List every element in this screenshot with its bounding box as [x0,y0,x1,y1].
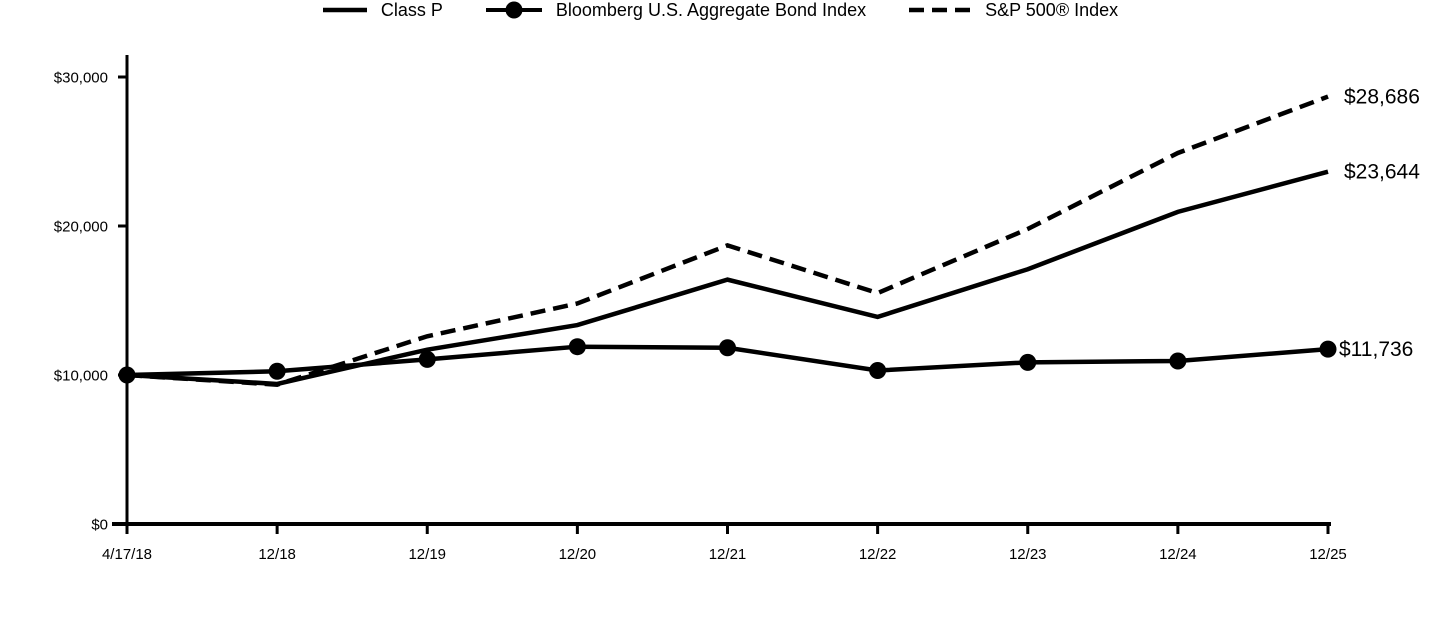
series-line-s-p-500-index [126,94,1329,387]
x-axis-tick-label: 12/21 [709,546,747,563]
data-point-marker-bloomberg-u-s-aggregate-bond-index [869,362,887,380]
y-axis-tick-label: $10,000 [54,368,108,385]
legend-label-bloomberg-agg: Bloomberg U.S. Aggregate Bond Index [555,0,867,20]
data-point-marker-bloomberg-u-s-aggregate-bond-index [418,350,436,368]
legend-label-sp500: S&P 500® Index [985,0,1119,20]
data-point-marker-bloomberg-u-s-aggregate-bond-index [568,338,586,356]
legend-solid-line-icon [322,7,367,13]
data-point-marker-bloomberg-u-s-aggregate-bond-index [1169,352,1187,370]
legend-item-sp500: S&P 500® Index [908,0,1118,20]
x-axis-tick-label: 12/23 [1009,546,1047,563]
data-point-marker-bloomberg-u-s-aggregate-bond-index [1319,340,1337,358]
end-value-label-bloomberg-u-s-aggregate-bond-index: $11,736 [1339,338,1413,361]
y-axis-tick-label: $30,000 [54,70,108,87]
data-point-marker-bloomberg-u-s-aggregate-bond-index [719,339,736,357]
end-value-label-class-p: $23,644 [1344,161,1420,184]
end-value-label-s-p-500-index: $28,686 [1344,86,1420,109]
x-axis-tick-label: 12/24 [1159,546,1197,563]
legend-item-class-p: Class P [322,0,443,20]
series-line-class-p [126,169,1329,387]
legend-item-bloomberg-agg: Bloomberg U.S. Aggregate Bond Index [485,0,866,20]
chart-plot-area: $0 $10,000 $20,000 $30,000 4/17/18 12/18 12/19… [54,55,1420,563]
x-axis-tick-label: 4/17/18 [102,546,152,563]
data-point-marker-bloomberg-u-s-aggregate-bond-index [268,362,286,380]
data-point-marker-bloomberg-u-s-aggregate-bond-index [1019,353,1037,371]
x-axis-tick-label: 12/22 [859,546,897,563]
legend-label-class-p: Class P [380,0,443,20]
legend-line-with-dot-icon [485,1,542,19]
chart-legend: Class P Bloomberg U.S. Aggregate Bond In… [0,0,1440,20]
x-axis-tick-label: 12/19 [408,546,446,563]
x-axis-tick-label: 12/18 [258,546,296,563]
y-axis-tick-label: $0 [91,517,108,534]
x-axis-tick-label: 12/20 [559,546,597,563]
x-axis-tick-label: 12/25 [1309,546,1347,563]
legend-dashed-line-icon [909,7,972,13]
y-axis-tick-label: $20,000 [54,219,108,236]
